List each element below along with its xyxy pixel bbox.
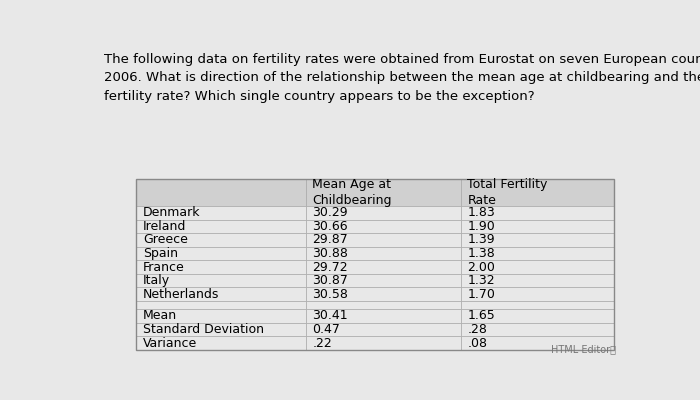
Bar xyxy=(136,233,306,247)
Bar xyxy=(461,274,614,288)
Text: 1.38: 1.38 xyxy=(468,247,495,260)
Text: 30.29: 30.29 xyxy=(312,206,348,219)
Bar xyxy=(306,260,461,274)
Bar xyxy=(306,323,461,336)
Text: Denmark: Denmark xyxy=(143,206,200,219)
Bar xyxy=(461,309,614,323)
Bar xyxy=(461,247,614,260)
Text: France: France xyxy=(143,260,185,274)
Bar xyxy=(461,220,614,233)
Text: .28: .28 xyxy=(468,323,487,336)
Bar xyxy=(306,220,461,233)
Bar xyxy=(136,309,306,323)
Bar xyxy=(461,206,614,220)
Text: 29.87: 29.87 xyxy=(312,234,348,246)
Text: Greece: Greece xyxy=(143,234,188,246)
Bar xyxy=(306,179,461,206)
Bar xyxy=(136,206,306,220)
Bar xyxy=(136,260,306,274)
Text: 1.90: 1.90 xyxy=(468,220,495,233)
Text: .08: .08 xyxy=(468,336,487,350)
Bar xyxy=(461,233,614,247)
Text: 2.00: 2.00 xyxy=(468,260,496,274)
Text: Total Fertility
Rate: Total Fertility Rate xyxy=(468,178,548,207)
Text: 0.47: 0.47 xyxy=(312,323,340,336)
Text: .22: .22 xyxy=(312,336,332,350)
Text: 30.87: 30.87 xyxy=(312,274,348,287)
Text: Ireland: Ireland xyxy=(143,220,186,233)
Text: 30.58: 30.58 xyxy=(312,288,348,301)
Text: 1.83: 1.83 xyxy=(468,206,495,219)
Bar xyxy=(136,179,306,206)
Text: Netherlands: Netherlands xyxy=(143,288,219,301)
Text: Mean: Mean xyxy=(143,310,177,322)
Text: Italy: Italy xyxy=(143,274,170,287)
Text: 1.70: 1.70 xyxy=(468,288,496,301)
Bar xyxy=(306,274,461,288)
Text: Mean Age at
Childbearing: Mean Age at Childbearing xyxy=(312,178,392,207)
Text: 30.88: 30.88 xyxy=(312,247,348,260)
Bar xyxy=(136,336,306,350)
Bar xyxy=(461,260,614,274)
Bar xyxy=(461,288,614,301)
Bar xyxy=(306,336,461,350)
Bar xyxy=(461,179,614,206)
Bar xyxy=(461,336,614,350)
Text: 1.65: 1.65 xyxy=(468,310,495,322)
Text: The following data on fertility rates were obtained from Eurostat on seven Europ: The following data on fertility rates we… xyxy=(104,53,700,103)
Text: 30.66: 30.66 xyxy=(312,220,348,233)
Bar xyxy=(136,301,306,309)
Bar xyxy=(306,309,461,323)
Text: Spain: Spain xyxy=(143,247,178,260)
Text: 1.39: 1.39 xyxy=(468,234,495,246)
Bar xyxy=(136,220,306,233)
Bar xyxy=(136,247,306,260)
Text: 1.32: 1.32 xyxy=(468,274,495,287)
Bar xyxy=(306,247,461,260)
Text: HTML Editor⎘: HTML Editor⎘ xyxy=(552,344,617,354)
Bar xyxy=(136,274,306,288)
Bar xyxy=(136,288,306,301)
Text: 30.41: 30.41 xyxy=(312,310,348,322)
Bar xyxy=(136,323,306,336)
Bar xyxy=(461,323,614,336)
Text: Variance: Variance xyxy=(143,336,197,350)
Bar xyxy=(306,288,461,301)
Text: 29.72: 29.72 xyxy=(312,260,348,274)
Bar xyxy=(461,301,614,309)
Bar xyxy=(306,206,461,220)
Text: Standard Deviation: Standard Deviation xyxy=(143,323,264,336)
Bar xyxy=(136,179,614,350)
Bar xyxy=(306,301,461,309)
Bar xyxy=(306,233,461,247)
